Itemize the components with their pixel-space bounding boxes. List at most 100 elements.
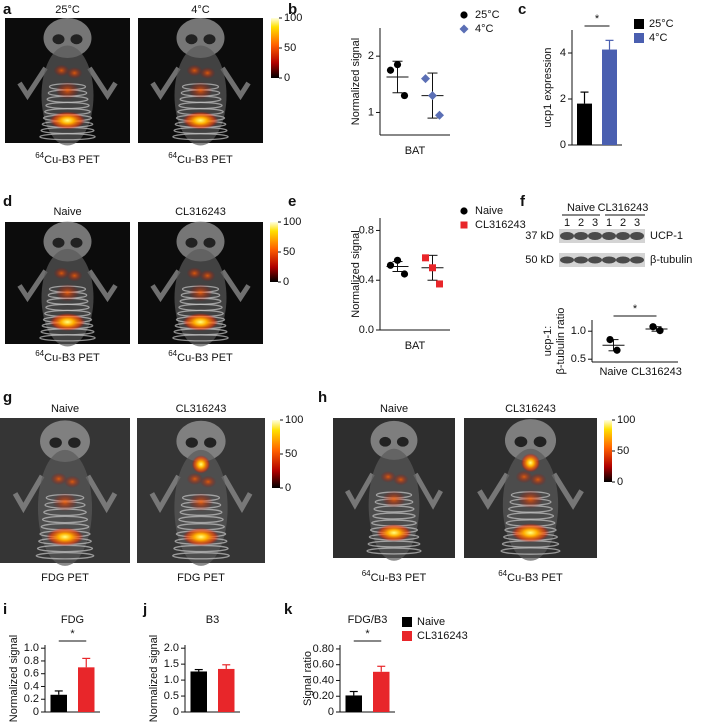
- arm: [220, 269, 251, 303]
- arm: [551, 472, 584, 510]
- hot-spot: [50, 472, 68, 486]
- caption-superscript: 64: [168, 151, 177, 160]
- y-tick-label: 1.5: [164, 658, 179, 670]
- blot-band: [602, 256, 616, 264]
- y-tick-label: 1.0: [24, 642, 39, 654]
- legend-label: 25°C: [475, 9, 500, 21]
- hot-spot: [511, 523, 550, 543]
- skull: [40, 420, 90, 463]
- data-point: [429, 264, 436, 272]
- y-axis-label: ucp-1:: [542, 326, 554, 357]
- blot-band: [574, 256, 588, 264]
- hot-spot: [182, 111, 219, 130]
- caption-text: Cu-B3 PET: [177, 352, 233, 364]
- legend-label: Naive: [475, 205, 503, 217]
- pet-image: [138, 221, 263, 347]
- colorbar-tick-label: 0: [283, 276, 289, 288]
- y-tick-label: 0: [33, 706, 39, 718]
- y-axis-label: Normalized signal: [350, 38, 362, 125]
- y-tick-label: 1: [368, 106, 374, 118]
- rib: [39, 334, 96, 342]
- image-title: Naive: [53, 206, 81, 218]
- hot-spot: [517, 489, 544, 509]
- arm: [477, 472, 510, 510]
- chart-title: FDG: [61, 614, 84, 626]
- arm: [149, 474, 181, 514]
- image-title: CL316243: [505, 403, 556, 415]
- hot-spot: [63, 475, 81, 489]
- bar: [190, 671, 207, 712]
- caption-superscript: 64: [35, 349, 44, 358]
- lane-label: 1: [564, 217, 570, 229]
- caption-text: Cu-B3 PET: [44, 154, 100, 166]
- hot-spot: [66, 269, 83, 282]
- image-caption: FDG PET: [177, 572, 225, 584]
- bar: [577, 103, 592, 145]
- bar: [373, 671, 390, 712]
- data-point: [400, 91, 409, 100]
- skull: [43, 18, 92, 58]
- eye: [396, 436, 409, 447]
- y-tick-label: 2.0: [164, 642, 179, 654]
- data-point: [393, 256, 402, 264]
- image-caption: 64Cu-B3 PET: [498, 569, 563, 584]
- rib: [178, 515, 224, 524]
- hot-spot: [46, 527, 84, 547]
- y-tick-label: 0.8: [359, 224, 374, 236]
- colorbar-tick-label: 100: [284, 12, 302, 24]
- data-point: [436, 280, 443, 288]
- legend-label: 25°C: [649, 18, 674, 30]
- eye: [70, 237, 83, 248]
- panel-letter: a: [3, 1, 12, 18]
- significance-label: *: [633, 303, 638, 315]
- pet-image: [464, 418, 597, 561]
- bar: [218, 668, 235, 712]
- y-tick-label: 0.4: [24, 680, 39, 692]
- image-title: CL316243: [175, 206, 226, 218]
- blot-band: [602, 232, 616, 240]
- eye: [204, 437, 217, 448]
- rib: [372, 512, 416, 520]
- blot-band: [560, 232, 574, 240]
- panel-letter: j: [142, 601, 147, 618]
- eye: [185, 34, 198, 45]
- colorbar-tick-label: 50: [285, 448, 297, 460]
- hot-spot: [188, 283, 213, 302]
- legend-swatch: [634, 33, 644, 43]
- skull: [176, 420, 226, 462]
- bar: [78, 667, 95, 712]
- legend-swatch: [402, 631, 412, 641]
- colorbar-tick-label: 50: [617, 445, 629, 457]
- skull: [176, 18, 225, 58]
- colorbar-tick-label: 0: [285, 482, 291, 494]
- hot-spot: [376, 524, 412, 542]
- arm: [17, 269, 48, 303]
- arm: [87, 269, 118, 303]
- skull: [176, 221, 225, 262]
- data-point: [386, 66, 395, 74]
- arm: [221, 474, 253, 514]
- chart-title: B3: [206, 614, 219, 626]
- hot-spot: [515, 470, 533, 484]
- hot-spot: [188, 492, 214, 512]
- y-tick-label: 0.80: [313, 643, 334, 655]
- panel-letter: d: [3, 193, 12, 210]
- caption-superscript: 64: [168, 349, 177, 358]
- y-tick-label: 1.0: [571, 325, 586, 337]
- data-point: [386, 261, 395, 269]
- hot-spot: [49, 111, 86, 130]
- colorbar: [604, 420, 612, 482]
- y-tick-label: 0.5: [571, 353, 586, 365]
- y-tick-label: 0: [173, 706, 179, 718]
- eye: [203, 34, 216, 45]
- hot-spot: [66, 67, 83, 79]
- arm: [85, 474, 118, 514]
- image-caption: 64Cu-B3 PET: [35, 151, 100, 166]
- hot-spot: [53, 64, 70, 77]
- blot-band: [574, 232, 588, 240]
- eye: [49, 437, 62, 448]
- lane-label: 2: [620, 217, 626, 229]
- rib: [172, 133, 229, 141]
- image-caption: 64Cu-B3 PET: [35, 349, 100, 364]
- data-point: [421, 74, 430, 84]
